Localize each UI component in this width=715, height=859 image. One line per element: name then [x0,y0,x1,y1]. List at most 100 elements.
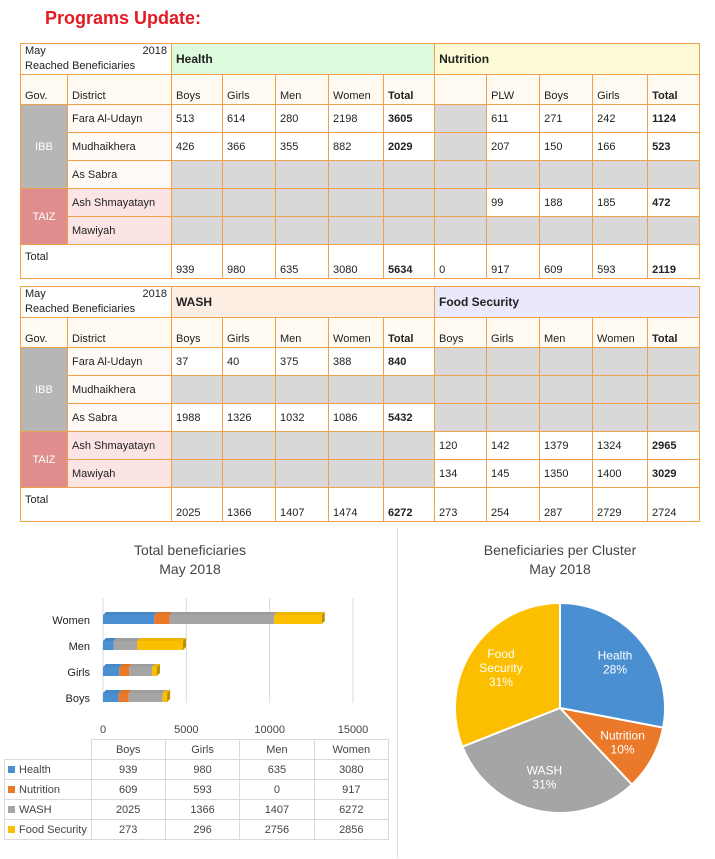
gov-ibb-cell: IBB [20,104,68,189]
value-cell [171,459,224,488]
col-header: Boys [434,317,488,348]
value-cell [592,216,649,245]
value-cell: 3605 [383,104,436,133]
page-title: Programs Update: [45,8,202,28]
value-cell: 2198 [328,104,385,133]
value-cell [275,431,330,460]
bar-end-face [156,664,160,676]
column-header-row: Gov. District Boys Girls Men Women Total… [20,74,701,105]
bar-end-face [167,690,171,702]
value-cell [434,375,488,404]
gov-taiz-cell: TAIZ [20,431,68,488]
legend-label: WASH [19,803,52,816]
pie-slice-percent-label: 31% [532,778,556,792]
pie-slice-percent-label: 28% [603,662,627,676]
table-row: Mudhaikhera 426 366 355 882 2029 207 150… [21,132,701,161]
bar-segment-top [103,612,158,615]
total-cell: 635 [275,244,330,279]
value-cell: 5432 [383,403,436,432]
legend-swatch [8,765,15,773]
data-table-cell: 609 [90,779,166,800]
data-table-col-header: Girls [164,739,241,760]
table-row: As Sabra [21,160,701,189]
food-security-section-header: Food Security [434,286,701,318]
col-header: Girls [486,317,541,348]
table-row: Mawiyah 134 145 1350 1400 3029 [21,459,701,488]
total-cell: 273 [434,487,488,522]
total-cell: 917 [486,244,541,279]
total-cell: 2724 [647,487,701,522]
total-row: Total 939 980 635 3080 5634 0 917 609 59… [19,244,701,279]
col-header: Gov. [20,317,68,348]
bar-segment [103,641,114,650]
bar-segment-top [113,638,141,641]
value-cell: 426 [171,132,224,161]
pie-chart-subtitle: May 2018 [529,561,591,577]
bar-chart-data-table: Boys Girls Men Women Health 939 980 635 3080 Nut… [4,739,390,840]
legend-entry: Health [4,759,92,780]
value-cell [222,459,277,488]
bar-segment-top [103,664,123,667]
value-cell [383,188,436,217]
value-cell: 40 [222,347,277,376]
value-cell: 185 [592,188,649,217]
value-cell: 1326 [222,403,277,432]
total-cell: 254 [486,487,541,522]
value-cell [647,403,701,432]
legend-label: Health [19,763,51,776]
data-table-row: Food Security 273 296 2756 2856 [4,819,390,840]
health-section-header: Health [171,43,436,75]
district-cell: As Sabra [66,160,173,189]
col-header: Boys [539,74,594,105]
pie-chart-svg: Health28%Nutrition10%WASH31%FoodSecurity… [454,601,666,814]
bar-segment-top [119,664,133,667]
data-table-cell: 939 [90,759,166,780]
value-cell: 3029 [647,459,701,488]
x-tick-label: 0 [100,724,106,736]
value-cell: 145 [486,459,541,488]
value-cell [328,188,385,217]
value-cell [171,375,224,404]
data-table-col-header: Women [313,739,390,760]
bar-chart-title-text: Total beneficiaries [133,542,247,558]
legend-entry: Nutrition [4,779,92,800]
value-cell: 280 [275,104,330,133]
value-cell: 882 [328,132,385,161]
value-cell [222,188,277,217]
value-cell [486,216,541,245]
value-cell: 388 [328,347,385,376]
month-header: May 2018 Reached Beneficiaries [19,286,173,318]
col-header: Boys [171,317,224,348]
value-cell: 2965 [647,431,701,460]
value-cell: 134 [434,459,488,488]
total-cell: 939 [171,244,224,279]
bar-segment [113,641,138,650]
bar-segment-top [151,664,160,667]
value-cell [328,431,385,460]
total-cell: 1366 [222,487,277,522]
bar-end-face [321,612,325,624]
value-cell [222,375,277,404]
district-cell: Mawiyah [66,459,173,488]
bar-segment-top [129,664,155,667]
total-cell: 593 [592,244,649,279]
col-header: Total [647,74,701,105]
value-cell: 1086 [328,403,385,432]
data-table-col-header: Men [239,739,315,760]
gov-taiz-cell: TAIZ [20,188,68,245]
value-cell [486,347,541,376]
total-row: Total 2025 1366 1407 1474 6272 273 254 2… [19,487,701,522]
value-cell [275,188,330,217]
value-cell [434,160,488,189]
district-cell: Ash Shmayatayn [66,188,173,217]
bar-segment [118,693,129,702]
data-table-cell: 2756 [239,819,315,840]
legend-swatch [8,825,15,833]
value-cell: 1400 [592,459,649,488]
district-cell: Mudhaikhera [66,132,173,161]
bar-chart-svg: 0 5000 10000 15000 Boys Girls Men Women [52,598,368,736]
value-cell [592,160,649,189]
total-label: Total [19,487,173,522]
legend-swatch [8,805,15,813]
value-cell: 142 [486,431,541,460]
